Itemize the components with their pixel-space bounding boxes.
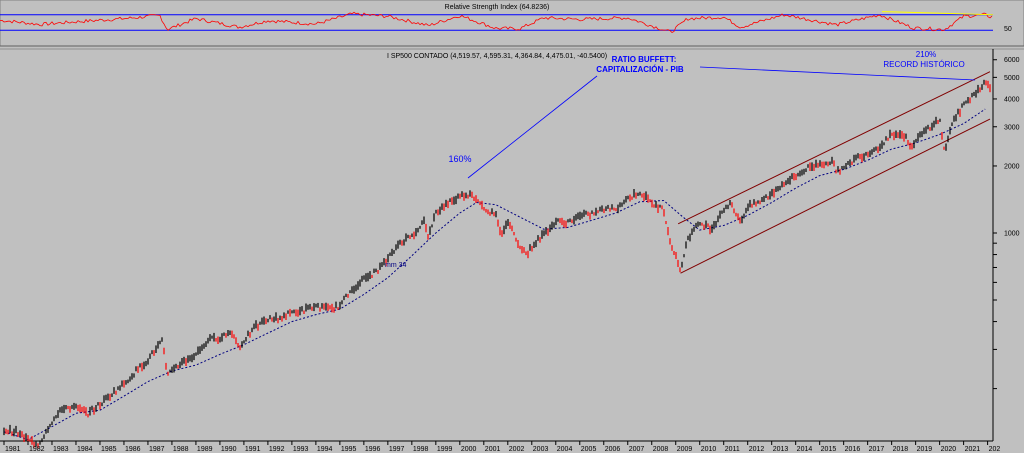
x-tick-label: 2005 <box>581 446 597 453</box>
y-tick-label: 6000 <box>1004 57 1020 64</box>
x-tick-label: 2006 <box>605 446 621 453</box>
ratio-annotation-line1: RATIO BUFFETT: <box>612 55 677 64</box>
x-tick-label: 1999 <box>437 446 453 453</box>
x-tick-label: 1994 <box>317 446 333 453</box>
rsi-panel <box>0 0 1024 47</box>
trend-channel <box>677 71 991 274</box>
x-tick-label: 2007 <box>629 446 645 453</box>
x-tick-label: 1981 <box>5 446 21 453</box>
annotation-line-2021 <box>699 66 976 81</box>
x-axis-ticks: 1981 1982 1983 1984 1985 1986 1987 1988 1989 1990… <box>3 441 1001 453</box>
annotation-210: 210% <box>916 50 936 59</box>
x-tick-label: 1986 <box>125 446 141 453</box>
price-title: I SP500 CONTADO (4,519.57, 4,595.31, 4,3… <box>387 53 607 60</box>
x-tick-label: 1985 <box>101 446 117 453</box>
rsi-axis-label: 50 <box>1004 26 1012 33</box>
y-tick-label: 5000 <box>1004 75 1020 82</box>
x-tick-label: 2014 <box>797 446 813 453</box>
price-bars <box>3 79 991 449</box>
x-tick-label: 1982 <box>29 446 45 453</box>
annotation-record: RECORD HISTÓRICO <box>883 60 964 69</box>
x-tick-label: 2015 <box>821 446 837 453</box>
x-tick-label: 1996 <box>365 446 381 453</box>
x-tick-label: 1987 <box>149 446 165 453</box>
annotation-160: 160% <box>448 154 471 164</box>
y-tick-label: 1000 <box>1004 230 1020 237</box>
x-tick-label: 1988 <box>173 446 189 453</box>
moving-average-line <box>3 108 986 441</box>
annotation-lines <box>467 66 976 179</box>
x-tick-label: 2013 <box>773 446 789 453</box>
y-tick-label: 2000 <box>1004 163 1020 170</box>
y-tick-label: 3000 <box>1004 124 1020 131</box>
x-tick-label: 2011 <box>725 446 740 453</box>
y-axis-ticks: 6000 5000 4000 3000 2000 1000 <box>993 57 1020 390</box>
x-tick-label: 1993 <box>293 446 309 453</box>
x-tick-label: 2021 <box>965 446 981 453</box>
moving-average-label: mm 34 <box>385 262 407 269</box>
x-tick-label: 2017 <box>869 446 885 453</box>
x-tick-label: 2016 <box>845 446 861 453</box>
rsi-line <box>0 11 993 33</box>
x-tick-label: 2008 <box>653 446 669 453</box>
rsi-trend-line <box>882 11 994 16</box>
x-tick-label: 202 <box>989 446 1001 453</box>
x-tick-label: 2004 <box>557 446 573 453</box>
y-tick-label: 4000 <box>1004 96 1020 103</box>
x-tick-label: 1990 <box>221 446 237 453</box>
annotation-line-2000 <box>467 75 598 179</box>
x-tick-label: 2019 <box>917 446 933 453</box>
x-tick-label: 2012 <box>749 446 765 453</box>
x-tick-label: 1997 <box>389 446 405 453</box>
ratio-annotation-line2: CAPITALIZACIÓN - PIB <box>596 65 684 74</box>
x-tick-label: 2000 <box>461 446 477 453</box>
x-tick-label: 1992 <box>269 446 285 453</box>
rsi-title: Relative Strength Index (64.8236) <box>445 4 550 11</box>
x-tick-label: 2002 <box>509 446 525 453</box>
x-tick-label: 1998 <box>413 446 429 453</box>
x-tick-label: 2020 <box>941 446 957 453</box>
rsi-series <box>0 11 994 33</box>
x-tick-label: 2018 <box>893 446 909 453</box>
channel-upper-line <box>677 71 991 225</box>
x-tick-label: 1984 <box>77 446 93 453</box>
moving-average-series <box>3 108 986 441</box>
x-tick-label: 2009 <box>677 446 693 453</box>
x-tick-label: 2010 <box>701 446 717 453</box>
x-tick-label: 2001 <box>485 446 501 453</box>
x-tick-label: 2003 <box>533 446 549 453</box>
x-tick-label: 1995 <box>341 446 357 453</box>
channel-lower-line <box>680 118 991 274</box>
x-tick-label: 1989 <box>197 446 213 453</box>
x-tick-label: 1991 <box>245 446 261 453</box>
x-tick-label: 1983 <box>53 446 69 453</box>
